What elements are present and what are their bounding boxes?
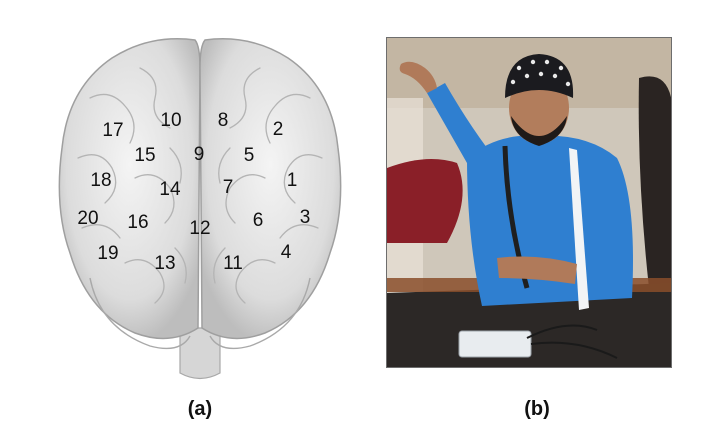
caption-a: (a)	[187, 398, 213, 420]
photo-graphic	[387, 38, 671, 367]
electrode-label-8: 8	[218, 110, 229, 131]
brain-stem	[179, 327, 221, 380]
electrode-label-2: 2	[273, 119, 284, 140]
brain-illustration: 1 2 3 4 5 6 7 8 9 10 11 12 13 14 15 16 17 18 19 20	[30, 28, 370, 388]
electrode-label-16: 16	[127, 212, 148, 233]
raised-arm	[427, 83, 487, 163]
electrode-label-13: 13	[154, 253, 175, 274]
left-hemisphere	[58, 38, 201, 340]
electrode-label-14: 14	[159, 179, 181, 200]
right-hemisphere	[199, 38, 342, 340]
eeg-subject-photo	[386, 37, 672, 368]
electrode-label-5: 5	[244, 145, 255, 166]
electrode-label-7: 7	[223, 177, 234, 198]
eeg-amplifier	[458, 330, 532, 358]
electrode-label-4: 4	[281, 242, 292, 263]
eeg-cap	[505, 54, 574, 98]
caption-b: (b)	[524, 398, 550, 420]
electrode-label-6: 6	[253, 210, 264, 231]
electrode-label-20: 20	[77, 208, 98, 229]
electrode-label-9: 9	[194, 144, 205, 165]
electrode-label-15: 15	[134, 145, 155, 166]
electrode-label-19: 19	[97, 243, 118, 264]
electrode-label-18: 18	[90, 170, 111, 191]
office-chair	[638, 76, 671, 288]
desk	[387, 283, 671, 367]
lower-arm	[497, 256, 577, 284]
red-cushion	[387, 159, 463, 243]
electrode-label-17: 17	[102, 120, 123, 141]
electrode-label-1: 1	[287, 170, 298, 191]
electrode-label-12: 12	[189, 218, 210, 239]
electrode-label-11: 11	[223, 253, 243, 274]
electrode-label-10: 10	[160, 110, 181, 131]
electrode-label-3: 3	[300, 207, 311, 228]
